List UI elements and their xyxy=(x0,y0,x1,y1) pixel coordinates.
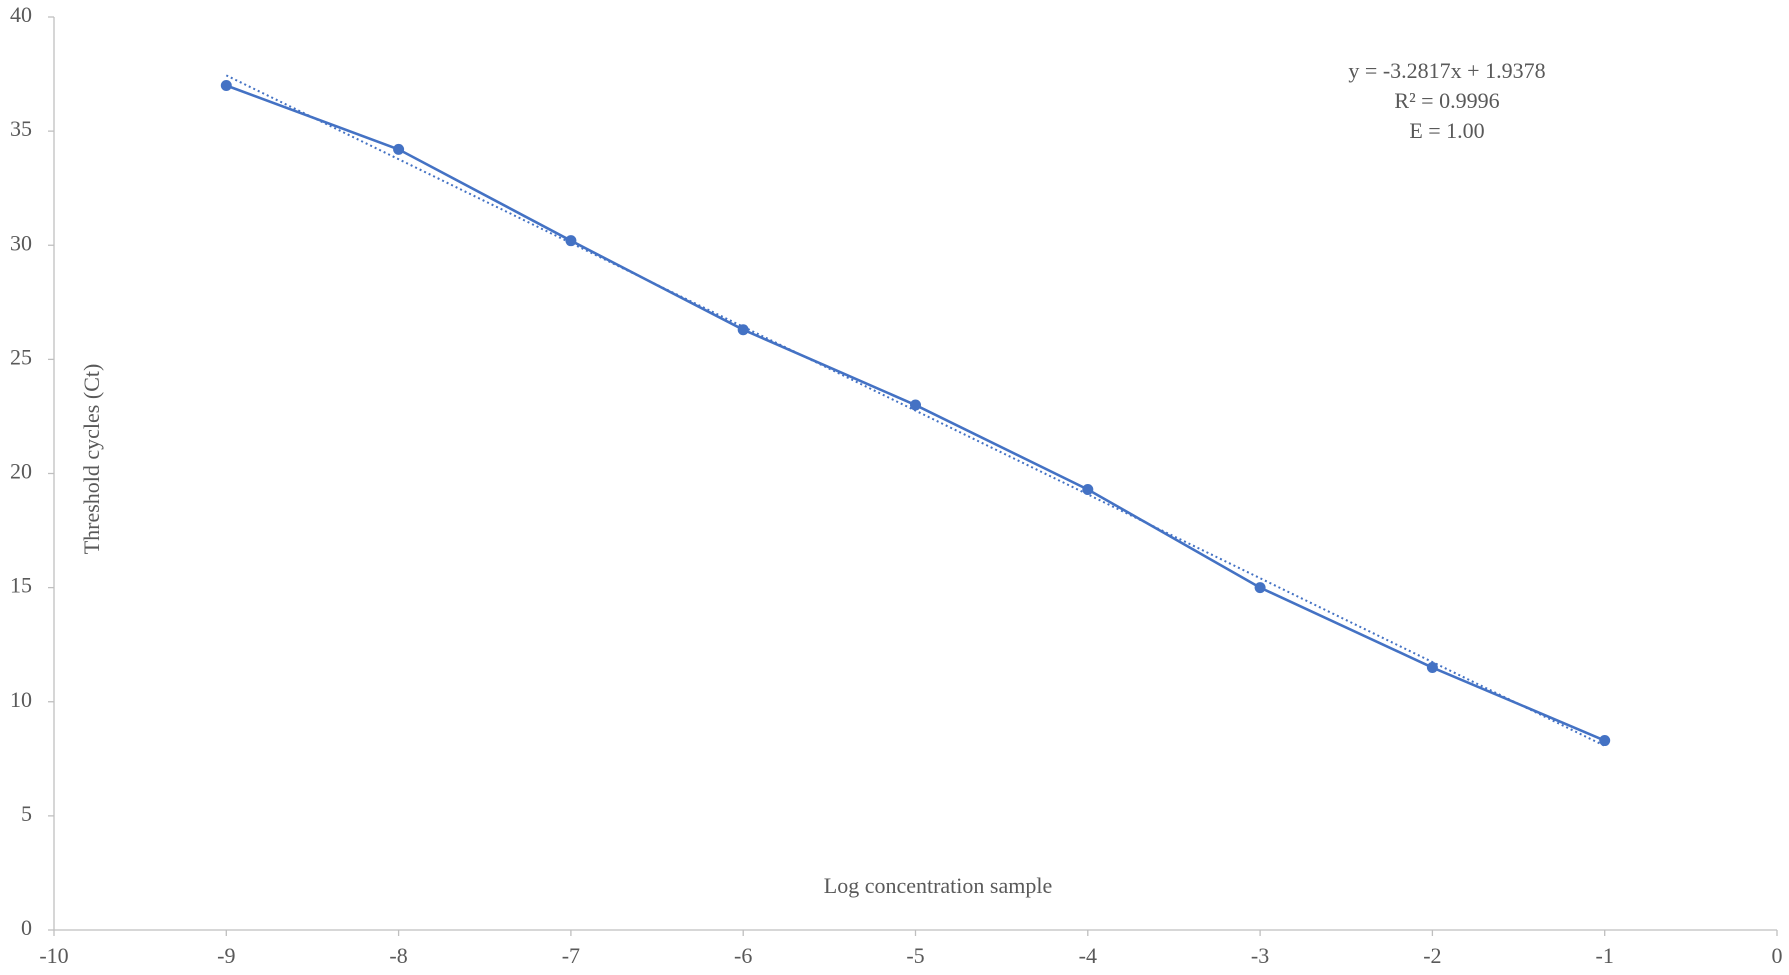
data-point xyxy=(565,235,577,247)
x-tick-label: -5 xyxy=(906,943,924,968)
data-point xyxy=(1082,483,1094,495)
y-tick-label: 40 xyxy=(10,2,32,27)
annotation: E = 1.00 xyxy=(1409,118,1484,143)
data-line xyxy=(225,84,1606,742)
annotation: y = -3.2817x + 1.9378 xyxy=(1348,58,1545,83)
x-tick-label: -2 xyxy=(1423,943,1441,968)
x-tick-label: -8 xyxy=(389,943,407,968)
y-tick-label: 30 xyxy=(10,230,32,255)
data-point xyxy=(910,399,921,411)
x-tick-label: -3 xyxy=(1251,943,1269,968)
x-tick-label: -4 xyxy=(1079,943,1097,968)
x-tick-label: -6 xyxy=(734,943,752,968)
y-tick-label: 35 xyxy=(10,116,32,141)
data-point xyxy=(1254,582,1266,594)
y-axis-label: Threshold cycles (Ct) xyxy=(79,364,104,555)
y-tick-label: 5 xyxy=(21,801,32,826)
x-tick-label: 0 xyxy=(1772,943,1783,968)
y-tick-label: 20 xyxy=(10,459,32,484)
data-point xyxy=(737,324,749,336)
y-tick-label: 10 xyxy=(10,687,32,712)
y-tick-label: 25 xyxy=(10,344,32,369)
data-point xyxy=(1426,662,1438,674)
x-axis-label: Log concentration sample xyxy=(824,873,1052,898)
annotation: R² = 0.9996 xyxy=(1394,88,1499,113)
trendline xyxy=(225,74,1606,747)
data-point xyxy=(1599,735,1611,747)
data-point xyxy=(220,79,232,91)
x-tick-label: -7 xyxy=(562,943,580,968)
x-tick-label: -1 xyxy=(1596,943,1614,968)
x-tick-label: -9 xyxy=(217,943,235,968)
x-tick-label: -10 xyxy=(39,943,68,968)
y-tick-label: 15 xyxy=(10,573,32,598)
y-tick-label: 0 xyxy=(21,915,32,940)
data-point xyxy=(393,143,405,155)
